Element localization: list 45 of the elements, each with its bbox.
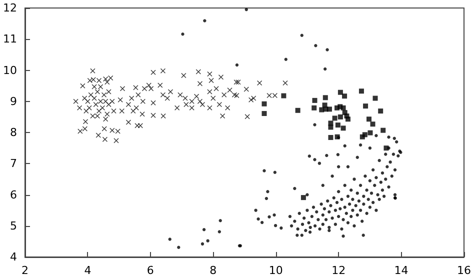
x-tick-label: 8 bbox=[210, 264, 217, 276]
x-tick-label: 16 bbox=[457, 264, 471, 276]
point bbox=[326, 106, 332, 112]
point bbox=[370, 122, 376, 127]
point bbox=[340, 126, 346, 131]
point bbox=[362, 132, 368, 138]
y-tick-label: 10 bbox=[2, 64, 17, 77]
point bbox=[335, 122, 340, 128]
point bbox=[358, 88, 364, 94]
point bbox=[338, 114, 343, 120]
y-tick-label: 9 bbox=[10, 94, 17, 108]
y-tick-label: 7 bbox=[10, 157, 17, 170]
y-tick-label: 8 bbox=[10, 126, 17, 139]
point bbox=[281, 93, 286, 98]
x-tick-label: 10 bbox=[268, 264, 283, 276]
point bbox=[380, 128, 386, 133]
x-tick-label: 14 bbox=[394, 264, 408, 276]
point bbox=[338, 90, 343, 95]
y-tick-label: 11 bbox=[2, 32, 17, 46]
y-tick-label: 6 bbox=[10, 188, 17, 202]
y-tick-label: 5 bbox=[10, 219, 17, 232]
x-tick-label: 6 bbox=[146, 264, 154, 276]
point bbox=[322, 95, 328, 100]
point bbox=[340, 105, 346, 110]
point bbox=[312, 105, 317, 110]
point bbox=[262, 111, 267, 116]
point bbox=[366, 116, 372, 122]
point bbox=[378, 108, 384, 114]
point bbox=[372, 96, 378, 101]
y-tick-label: 4 bbox=[10, 250, 17, 264]
point bbox=[328, 134, 334, 140]
point bbox=[342, 94, 348, 99]
point bbox=[312, 98, 318, 103]
point bbox=[300, 195, 306, 200]
x-tick-label: 4 bbox=[84, 264, 92, 276]
point bbox=[262, 101, 267, 106]
point bbox=[295, 108, 300, 113]
point bbox=[332, 116, 338, 121]
point bbox=[345, 116, 350, 122]
y-tick-label: 12 bbox=[2, 2, 17, 14]
point bbox=[368, 130, 373, 136]
point bbox=[328, 124, 334, 130]
x-tick-label: 12 bbox=[332, 264, 346, 276]
x-tick-label: 2 bbox=[21, 264, 28, 276]
point bbox=[363, 104, 368, 109]
